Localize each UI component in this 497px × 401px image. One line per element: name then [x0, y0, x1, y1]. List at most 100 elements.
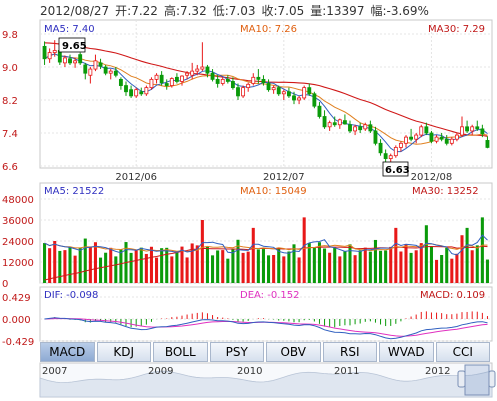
- volume-bar: [409, 252, 413, 283]
- volume-bar: [190, 243, 194, 283]
- price-tick-label: 8.2: [2, 96, 18, 107]
- candle-body: [398, 142, 403, 148]
- volume-bar: [53, 241, 57, 283]
- volume-bar: [216, 250, 220, 283]
- macd-panel-frame: [39, 286, 493, 342]
- quote-date: 2012/08/27: [40, 4, 110, 18]
- tab-kdj[interactable]: KDJ: [96, 342, 151, 362]
- tab-rsi[interactable]: RSI: [322, 342, 377, 362]
- timeline-right-handle[interactable]: [488, 370, 496, 388]
- volume-bar: [307, 243, 311, 283]
- volume-bar: [368, 251, 372, 283]
- volume-bar: [394, 227, 398, 283]
- volume-bar: [450, 258, 454, 283]
- candle-body: [47, 52, 52, 60]
- volume-bar: [256, 249, 260, 283]
- candle-body: [388, 155, 393, 159]
- volume-bar: [419, 243, 423, 283]
- tab-cci[interactable]: CCI: [435, 342, 490, 362]
- volume-bar: [272, 255, 276, 283]
- quote-high: 高:7.32: [163, 4, 207, 18]
- candle-body: [302, 87, 307, 99]
- timeline-year-label: 2010: [237, 366, 262, 377]
- tab-boll[interactable]: BOLL: [153, 342, 208, 362]
- price-ma30-label: MA30: 7.29: [428, 24, 485, 35]
- candle-body: [215, 78, 220, 84]
- candle-body: [73, 60, 78, 64]
- tab-psy[interactable]: PSY: [209, 342, 264, 362]
- volume-ma10-line: [44, 242, 488, 252]
- volume-bar: [455, 253, 459, 283]
- timeline-left-handle[interactable]: [457, 370, 466, 388]
- price-grid: [40, 20, 492, 168]
- timeline-year-label: 2007: [42, 366, 67, 377]
- candle-body: [419, 126, 424, 136]
- candle-body: [246, 83, 251, 89]
- low-marker-box: [382, 161, 409, 177]
- candle-body: [271, 87, 276, 91]
- macd-lines: [44, 317, 488, 340]
- volume-bar: [353, 255, 357, 283]
- volume-ma30-label: MA30: 13252: [412, 186, 479, 197]
- ma30-line: [44, 42, 488, 137]
- volume-bar: [129, 252, 133, 283]
- candle-body: [378, 142, 383, 154]
- volume-bar: [460, 235, 464, 283]
- candle-body: [134, 89, 139, 97]
- candle-body: [281, 91, 286, 95]
- candle-body: [322, 116, 327, 128]
- volume-bar: [440, 255, 444, 283]
- quote-close: 收:7.05: [261, 4, 305, 18]
- volume-ma5-label: MA5: 21522: [44, 186, 104, 197]
- candle-body: [342, 120, 347, 125]
- volume-bar: [333, 247, 337, 283]
- volume-bar: [485, 259, 489, 283]
- candle-body: [292, 95, 296, 101]
- candle-body: [434, 136, 439, 142]
- macd-value-label: MACD: 0.109: [420, 290, 485, 301]
- candle-body: [241, 87, 246, 97]
- candle-body: [414, 134, 419, 140]
- candle-body: [236, 87, 240, 97]
- candle-body: [169, 78, 174, 86]
- candle-body: [118, 78, 123, 86]
- ma5-line: [44, 53, 488, 153]
- candle-body: [404, 136, 408, 144]
- quote-change: 幅:-3.69%: [370, 4, 429, 18]
- candles: [42, 40, 490, 165]
- tab-macd[interactable]: MACD: [40, 342, 95, 362]
- timeline-selection-window[interactable]: [464, 364, 490, 396]
- volume-bar: [93, 242, 97, 283]
- candle-body: [327, 122, 332, 128]
- volume-bar: [226, 258, 230, 283]
- volume-bar: [73, 255, 77, 283]
- candle-body: [348, 124, 352, 132]
- tab-wvad[interactable]: WVAD: [379, 342, 434, 362]
- candle-body: [307, 87, 312, 95]
- volume-bar: [343, 251, 347, 283]
- volume-bar: [292, 244, 296, 283]
- price-ma10-label: MA10: 7.26: [240, 24, 297, 35]
- volume-tick-label: 48000: [2, 195, 34, 206]
- candle-body: [475, 126, 480, 130]
- candle-body: [353, 126, 358, 132]
- volume-bar: [139, 247, 143, 283]
- date-tick-label: 2012/07: [263, 172, 305, 183]
- volume-bar: [404, 244, 408, 283]
- price-tick-label: 9.0: [2, 63, 18, 74]
- candle-body: [251, 76, 256, 84]
- candle-body: [88, 68, 93, 76]
- volume-bar: [358, 250, 362, 283]
- price-tick-label: 6.6: [2, 162, 18, 173]
- volume-bar: [282, 256, 286, 283]
- volume-bar: [323, 248, 327, 283]
- macd-tick-label: 0.429: [2, 293, 31, 304]
- candle-body: [276, 87, 281, 95]
- volume-bar: [287, 251, 291, 283]
- volume-bar: [277, 247, 281, 283]
- tab-obv[interactable]: OBV: [266, 342, 321, 362]
- low-marker: 6.63: [382, 161, 410, 177]
- volume-bar: [424, 225, 428, 283]
- candle-body: [480, 128, 485, 135]
